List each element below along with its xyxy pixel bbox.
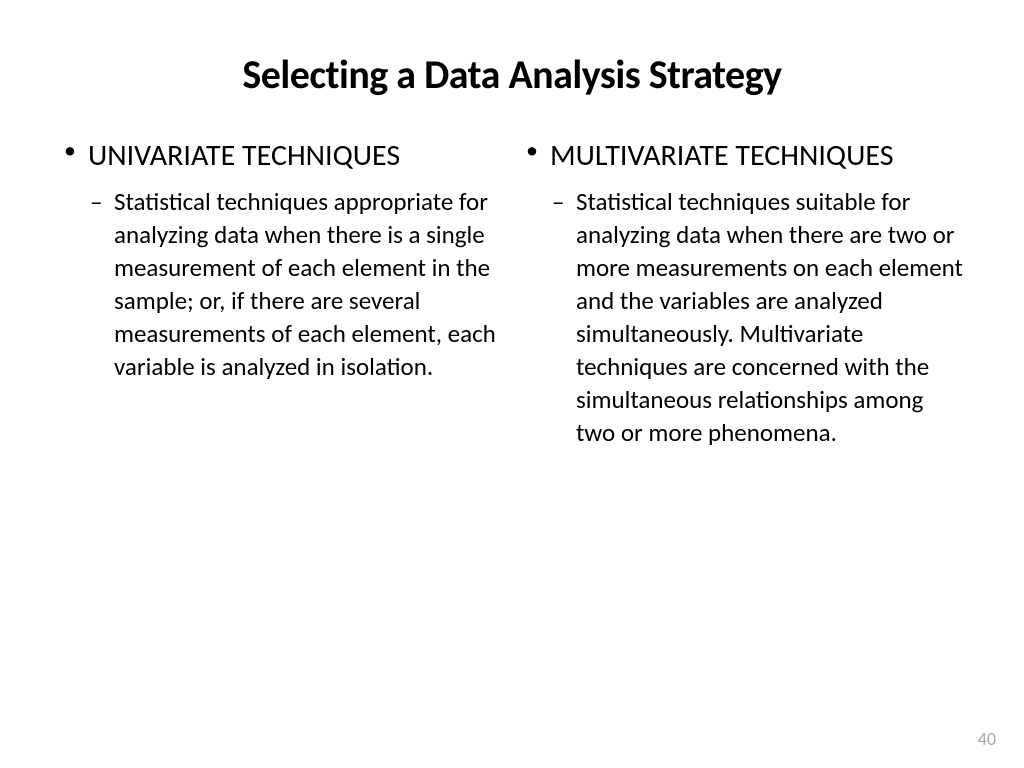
right-column: MULTIVARIATE TECHNIQUES Statistical tech… xyxy=(522,137,964,457)
left-outer-list: UNIVARIATE TECHNIQUES Statistical techni… xyxy=(60,137,502,383)
right-heading: MULTIVARIATE TECHNIQUES xyxy=(550,137,964,175)
left-body-item: Statistical techniques appropriate for a… xyxy=(88,185,502,383)
right-outer-list: MULTIVARIATE TECHNIQUES Statistical tech… xyxy=(522,137,964,449)
content-columns: UNIVARIATE TECHNIQUES Statistical techni… xyxy=(60,137,964,457)
page-number: 40 xyxy=(978,728,996,750)
left-list-item: UNIVARIATE TECHNIQUES Statistical techni… xyxy=(60,137,502,383)
left-column: UNIVARIATE TECHNIQUES Statistical techni… xyxy=(60,137,502,457)
right-inner-list: Statistical techniques suitable for anal… xyxy=(550,185,964,449)
right-list-item: MULTIVARIATE TECHNIQUES Statistical tech… xyxy=(522,137,964,449)
slide-title: Selecting a Data Analysis Strategy xyxy=(60,50,964,99)
left-heading: UNIVARIATE TECHNIQUES xyxy=(88,137,502,175)
right-body-item: Statistical techniques suitable for anal… xyxy=(550,185,964,449)
slide: Selecting a Data Analysis Strategy UNIVA… xyxy=(0,0,1024,768)
left-inner-list: Statistical techniques appropriate for a… xyxy=(88,185,502,383)
